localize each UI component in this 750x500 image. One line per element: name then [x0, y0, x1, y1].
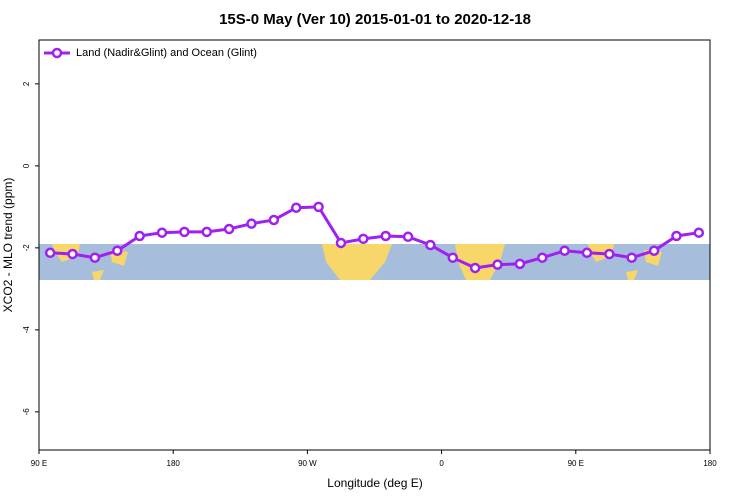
data-point — [604, 248, 615, 260]
x-tick-label: 180 — [703, 459, 717, 468]
land — [455, 244, 505, 280]
data-point — [89, 252, 101, 263]
data-point — [335, 237, 347, 249]
data-point — [179, 226, 190, 238]
legend-marker — [51, 47, 63, 59]
data-point — [223, 223, 235, 235]
data-point — [268, 214, 280, 226]
data-point — [67, 248, 78, 260]
data-point — [469, 262, 481, 274]
data-point — [648, 245, 660, 256]
legend-label: Land (Nadir&Glint) and Ocean (Glint) — [76, 47, 257, 59]
data-point — [447, 252, 459, 263]
data-point — [671, 230, 682, 242]
data-point — [246, 218, 257, 229]
x-tick-label: 90 E — [31, 459, 47, 468]
data-point — [425, 239, 436, 251]
data-point — [492, 259, 503, 270]
y-tick-label: -6 — [22, 408, 31, 416]
y-tick-label: -4 — [22, 326, 31, 334]
x-axis-label: Longitude (deg E) — [327, 476, 422, 490]
data-point — [537, 252, 548, 263]
x-tick-label: 0 — [439, 459, 444, 468]
x-tick-label: 90 E — [568, 459, 584, 468]
data-point — [559, 245, 570, 256]
land — [626, 270, 638, 280]
data-point — [156, 227, 168, 238]
data-point — [290, 202, 302, 213]
x-tick-label: 180 — [167, 459, 181, 468]
x-tick-label: 90 W — [298, 459, 317, 468]
data-point — [201, 226, 212, 238]
data-point — [112, 245, 123, 256]
y-axis-label: XCO2 - MLO trend (ppm) — [1, 178, 15, 313]
data-point — [626, 252, 637, 263]
chart-title: 15S-0 May (Ver 10) 2015-01-01 to 2020-12… — [219, 11, 531, 28]
map-band — [39, 244, 710, 280]
data-point — [44, 247, 56, 259]
data-point — [380, 230, 391, 242]
data-point — [402, 231, 414, 243]
data-point — [358, 233, 369, 245]
data-point — [693, 227, 705, 238]
y-tick-label: 2 — [22, 81, 31, 86]
y-tick-label: -2 — [22, 244, 31, 252]
data-point — [581, 247, 593, 259]
data-point — [313, 201, 324, 213]
data-point — [514, 258, 526, 270]
plot-frame — [38, 39, 711, 451]
data-point — [134, 230, 145, 242]
land — [322, 244, 392, 280]
y-tick-label: 0 — [22, 163, 31, 168]
land — [92, 270, 104, 280]
